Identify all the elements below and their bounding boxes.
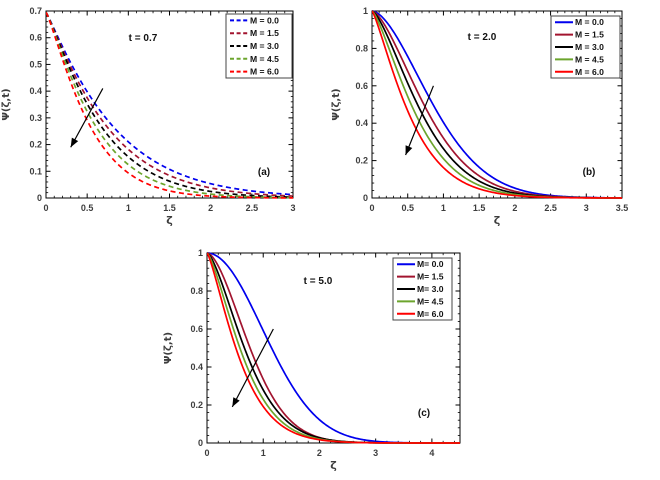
x-tick-label: 0 [204, 448, 209, 458]
time-annotation: t = 0.7 [129, 33, 158, 44]
legend-entry-label: M = 1.5 [250, 28, 279, 38]
legend-entry-label: M= 0.0 [417, 259, 444, 269]
direction-arrow [405, 85, 434, 156]
x-tick-label: 3 [290, 203, 295, 213]
legend-entry-label: M = 3.0 [575, 42, 604, 52]
x-tick-label: 2 [317, 448, 322, 458]
x-tick-label: 2.5 [544, 203, 557, 213]
x-axis-label: ζ [494, 214, 501, 227]
legend-entry-label: M= 6.0 [417, 309, 444, 319]
y-tick-label: 0.5 [29, 59, 42, 69]
x-tick-label: 2 [512, 203, 517, 213]
y-axis-label: Ψ(ζ,t) [163, 332, 174, 364]
y-tick-label: 0 [363, 193, 368, 203]
y-tick-label: 0 [37, 193, 42, 203]
y-tick-label: 0.8 [190, 286, 203, 296]
y-tick-label: 0.6 [355, 81, 368, 91]
direction-arrow [70, 88, 104, 148]
y-tick-label: 1 [363, 6, 368, 16]
x-tick-label: 3 [584, 203, 589, 213]
panel-letter: (a) [258, 167, 270, 178]
x-tick-label: 1.5 [163, 203, 176, 213]
y-tick-label: 0.6 [29, 33, 42, 43]
series-line-0 [46, 11, 294, 196]
direction-arrow-head [405, 145, 413, 155]
x-tick-label: 2.5 [246, 203, 259, 213]
y-tick-label: 1 [198, 248, 203, 258]
x-tick-label: 4 [429, 448, 434, 458]
legend-entry-label: M = 0.0 [575, 17, 604, 27]
y-tick-label: 0.8 [355, 43, 368, 53]
legend-entry-label: M = 4.5 [575, 54, 604, 64]
legend-entry-label: M = 0.0 [250, 15, 279, 25]
y-tick-label: 0.2 [190, 400, 203, 410]
y-axis-label: Ψ(ζ,t) [1, 88, 12, 120]
y-tick-label: 0.6 [190, 324, 203, 334]
x-axis-label: ζ [330, 459, 337, 472]
series-line-1 [46, 11, 294, 197]
x-tick-label: 0 [369, 203, 374, 213]
x-tick-label: 1 [126, 203, 131, 213]
series-line-4 [207, 252, 460, 444]
legend-entry-label: M= 3.0 [417, 284, 444, 294]
y-tick-label: 0.1 [29, 166, 42, 176]
x-tick-label: 1 [441, 203, 446, 213]
x-tick-label: 2 [208, 203, 213, 213]
y-tick-label: 0.4 [355, 118, 368, 128]
y-tick-label: 0.2 [29, 140, 42, 150]
direction-arrow [231, 328, 274, 408]
panel-c: 0 1 2 3 4 0 0.2 0.4 0.6 0.8 1 ζ Ψ(ζ,t) t = 5.0 (c) M= 0… [163, 248, 461, 472]
time-annotation: t = 2.0 [468, 32, 497, 43]
time-annotation: t = 5.0 [304, 276, 333, 287]
y-tick-label: 0 [198, 438, 203, 448]
panel-letter: (b) [583, 167, 596, 178]
y-tick-label: 0.4 [190, 362, 203, 372]
x-axis-label: ζ [166, 214, 173, 227]
direction-arrow-head [70, 137, 79, 148]
legend-entry-label: M = 1.5 [575, 30, 604, 40]
y-tick-label: 0.3 [29, 113, 42, 123]
panel-a: 0 0.5 1 1.5 2 2.5 3 0 0.1 0.2 0.3 0.4 0.5 0.6 0.7 ζ Ψ(ζ,… [1, 6, 296, 227]
legend-entry-label: M= 4.5 [417, 296, 444, 306]
legend-entry-label: M = 4.5 [250, 54, 279, 64]
x-tick-label: 0.5 [401, 203, 414, 213]
legend-entry-label: M = 6.0 [250, 67, 279, 77]
series-line-2 [46, 11, 294, 198]
x-tick-label: 3.5 [616, 203, 629, 213]
panel-letter: (c) [418, 408, 430, 419]
x-tick-label: 1.5 [473, 203, 486, 213]
y-tick-label: 0.4 [29, 86, 42, 96]
legend-entry-label: M = 3.0 [250, 41, 279, 51]
y-axis-label: Ψ(ζ,t) [331, 88, 342, 120]
series-line-3 [46, 11, 294, 199]
x-tick-label: 3 [373, 448, 378, 458]
legend-entry-label: M = 6.0 [575, 67, 604, 77]
x-tick-label: 0.5 [81, 203, 94, 213]
series-line-4 [372, 10, 622, 199]
y-tick-label: 0.7 [29, 6, 42, 16]
legend-entry-label: M= 1.5 [417, 272, 444, 282]
x-tick-label: 1 [261, 448, 266, 458]
direction-arrow-head [232, 397, 240, 407]
panel-b: 0 0.5 1 1.5 2 2.5 3 3.5 0 0.2 0.4 0.6 0.8 1 ζ Ψ(ζ,t) t =… [331, 6, 629, 227]
y-tick-label: 0.2 [355, 156, 368, 166]
x-tick-label: 0 [43, 203, 48, 213]
